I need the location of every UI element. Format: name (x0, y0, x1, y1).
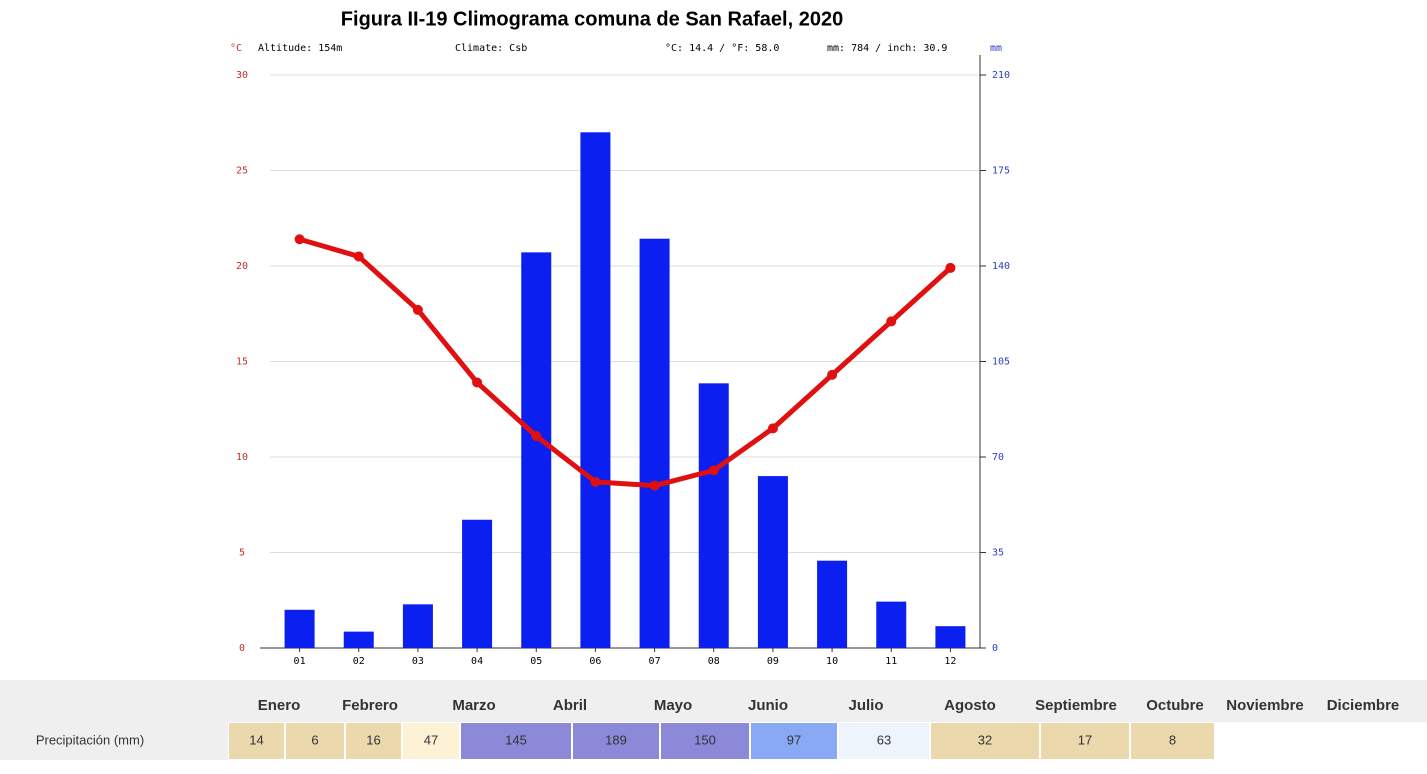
bar (639, 238, 670, 648)
bar (935, 626, 966, 648)
table-cell (839, 723, 929, 759)
table-cell (1131, 723, 1214, 759)
y2-tick-label: 105 (992, 357, 1010, 368)
table-cell-text: 16 (366, 732, 380, 747)
table-cell (229, 723, 284, 759)
x-tick-label: 07 (649, 656, 661, 667)
bar (462, 519, 493, 648)
x-tick-label: 11 (885, 656, 897, 667)
x-tick-label: 08 (708, 656, 720, 667)
x-tick-label: 02 (353, 656, 365, 667)
point (412, 304, 423, 315)
y2-tick-label: 0 (992, 643, 998, 654)
table-cell (461, 723, 571, 759)
column-header: Septiembre (1035, 697, 1117, 714)
row-label: Precipitación (mm) (36, 732, 144, 747)
bar (817, 560, 848, 648)
table-cell (931, 723, 1039, 759)
bar (521, 252, 552, 648)
x-tick-label: 06 (589, 656, 601, 667)
x-tick-label: 01 (294, 656, 306, 667)
point (353, 251, 364, 262)
y2-axis-label: mm (990, 43, 1002, 54)
chart-title: Figura II-19 Climograma comuna de San Ra… (341, 8, 843, 30)
table-cell (346, 723, 401, 759)
column-header: Abril (553, 697, 587, 714)
x-tick-label: 05 (530, 656, 542, 667)
table-cell-text: 63 (877, 732, 891, 747)
column-header: Marzo (452, 697, 495, 714)
y-tick-label: 20 (236, 261, 248, 272)
point (531, 430, 542, 441)
y-tick-label: 0 (239, 643, 245, 654)
table-cell-text: 145 (505, 732, 527, 747)
table-cell-text: 47 (424, 732, 438, 747)
column-header: Diciembre (1327, 697, 1400, 714)
column-header: Agosto (944, 697, 996, 714)
bar (757, 476, 788, 648)
table-cell (661, 723, 749, 759)
table-header-bg (0, 680, 1427, 722)
point (472, 377, 483, 388)
y2-tick-label: 35 (992, 548, 1004, 559)
table-cell-text: 6 (311, 732, 318, 747)
table-cell-text: 97 (787, 732, 801, 747)
bar (343, 631, 374, 648)
y2-tick-label: 175 (992, 166, 1010, 177)
row-label-bg (0, 722, 228, 760)
table-cell (403, 723, 459, 759)
point (294, 234, 305, 245)
column-header: Junio (748, 697, 788, 714)
table-cell (573, 723, 659, 759)
y-tick-label: 25 (236, 166, 248, 177)
point (767, 423, 778, 434)
y-axis-label: °C (230, 43, 242, 54)
column-header: Noviembre (1226, 697, 1304, 714)
bar (580, 132, 611, 649)
bar (876, 601, 907, 648)
x-tick-label: 03 (412, 656, 424, 667)
table-cell-text: 150 (694, 732, 716, 747)
y-tick-label: 15 (236, 357, 248, 368)
column-header: Mayo (654, 697, 692, 714)
bar (698, 383, 729, 648)
y-tick-label: 30 (236, 70, 248, 81)
point (649, 480, 660, 491)
table-cell-text: 189 (605, 732, 627, 747)
bar (402, 604, 433, 648)
info: mm: 784 / inch: 30.9 (827, 43, 947, 54)
table-cell (286, 723, 344, 759)
y-tick-label: 5 (239, 548, 245, 559)
bar (284, 609, 315, 648)
y2-tick-label: 70 (992, 452, 1004, 463)
table-cell-text: 8 (1169, 732, 1176, 747)
info: Climate: Csb (455, 43, 527, 54)
table-cell-text: 14 (249, 732, 263, 747)
column-header: Febrero (342, 697, 398, 714)
x-tick-label: 12 (944, 656, 956, 667)
table-cell (1041, 723, 1129, 759)
table-cell-text: 32 (978, 732, 992, 747)
table-cell-text: 17 (1078, 732, 1092, 747)
line (298, 236, 953, 489)
x-tick-label: 09 (767, 656, 779, 667)
column-header: Julio (848, 697, 883, 714)
info: °C: 14.4 / °F: 58.0 (665, 43, 779, 54)
y2-tick-label: 210 (992, 70, 1010, 81)
y2-tick-label: 140 (992, 261, 1010, 272)
x-tick-label: 04 (471, 656, 483, 667)
column-header: Enero (258, 697, 301, 714)
x-tick-label: 10 (826, 656, 838, 667)
point (886, 316, 897, 327)
point (945, 262, 956, 273)
y-tick-label: 10 (236, 452, 248, 463)
info: Altitude: 154m (258, 43, 342, 54)
column-header: Octubre (1146, 697, 1204, 714)
point (590, 476, 601, 487)
table-cell (751, 723, 837, 759)
point (827, 369, 838, 380)
point (708, 465, 719, 476)
